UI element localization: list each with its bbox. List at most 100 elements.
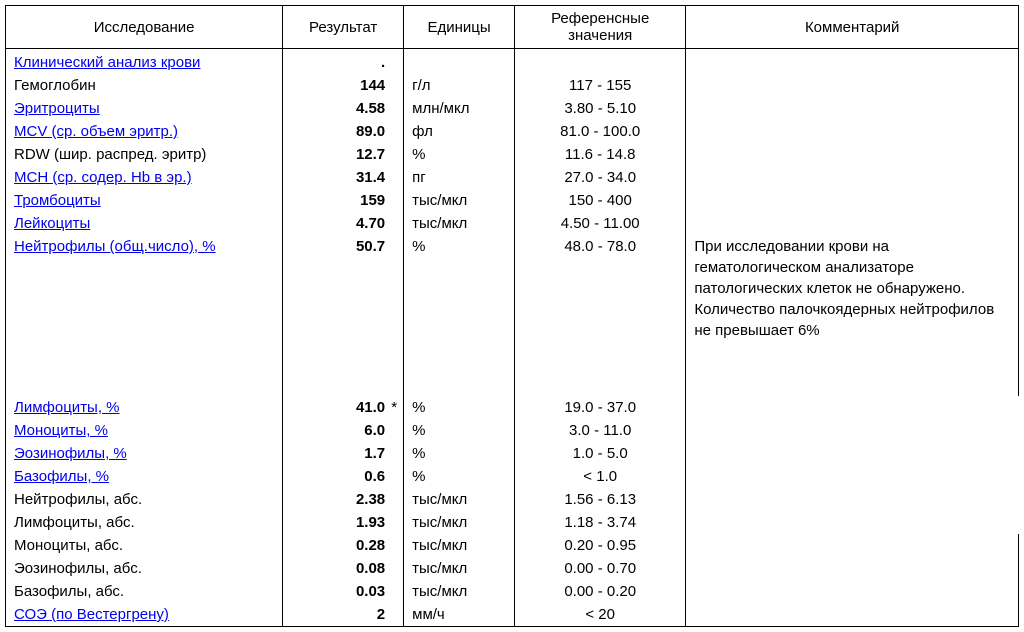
table-row: Эритроциты4.58млн/мкл3.80 - 5.10	[6, 97, 1019, 120]
result-cell: 159	[283, 189, 404, 212]
result-cell: 1.7	[283, 442, 404, 465]
test-name-cell: RDW (шир. распред. эритр)	[6, 143, 283, 166]
test-name-cell[interactable]: MCH (ср. содер. Hb в эр.)	[6, 166, 283, 189]
result-cell: 41.0	[283, 396, 404, 419]
result-cell: 31.4	[283, 166, 404, 189]
test-name-link[interactable]: Лимфоциты, %	[14, 399, 120, 416]
comment-cell	[686, 189, 1019, 212]
table-row: Эозинофилы, абс.0.08тыс/мкл0.00 - 0.70	[6, 557, 1019, 580]
spacer-cell	[404, 258, 515, 281]
test-name-link[interactable]: Эозинофилы, %	[14, 445, 127, 462]
test-name-cell[interactable]: СОЭ (по Вестергрену)	[6, 603, 283, 627]
test-name-link[interactable]: MCH (ср. содер. Hb в эр.)	[14, 169, 192, 186]
result-cell: 0.28	[283, 534, 404, 557]
comment-cell	[686, 580, 1019, 603]
result-cell: 0.03	[283, 580, 404, 603]
comment-cell	[686, 166, 1019, 189]
spacer-cell	[404, 350, 515, 373]
test-name-cell[interactable]: Эозинофилы, %	[6, 442, 283, 465]
spacer-cell	[6, 304, 283, 327]
test-name-cell[interactable]: Лимфоциты, %	[6, 396, 283, 419]
test-name-link[interactable]: MCV (ср. объем эритр.)	[14, 123, 178, 140]
spacer-cell	[515, 304, 686, 327]
test-name-cell[interactable]: Базофилы, %	[6, 465, 283, 488]
comment-cell	[686, 74, 1019, 97]
table-row: Нейтрофилы (общ.число), %50.7%48.0 - 78.…	[6, 235, 1019, 258]
result-cell: 2	[283, 603, 404, 627]
table-row: Лейкоциты4.70тыс/мкл4.50 - 11.00	[6, 212, 1019, 235]
reference-cell: 81.0 - 100.0	[515, 120, 686, 143]
spacer-cell	[6, 258, 283, 281]
result-cell: .	[283, 49, 404, 75]
test-name-link[interactable]: СОЭ (по Вестергрену)	[14, 606, 169, 623]
test-name-cell[interactable]: Нейтрофилы (общ.число), %	[6, 235, 283, 258]
table-row: MCH (ср. содер. Hb в эр.)31.4пг27.0 - 34…	[6, 166, 1019, 189]
test-name-cell: Моноциты, абс.	[6, 534, 283, 557]
test-name-cell[interactable]: Тромбоциты	[6, 189, 283, 212]
units-cell: тыс/мкл	[404, 511, 515, 534]
units-cell: тыс/мкл	[404, 557, 515, 580]
section-header-link[interactable]: Клинический анализ крови	[14, 54, 200, 71]
spacer-cell	[6, 350, 283, 373]
empty-cell	[686, 49, 1019, 75]
comment-cell	[686, 212, 1019, 235]
reference-cell: 1.18 - 3.74	[515, 511, 686, 534]
test-name-cell[interactable]: Лейкоциты	[6, 212, 283, 235]
section-header-cell[interactable]: Клинический анализ крови	[6, 49, 283, 75]
test-name-link[interactable]: Нейтрофилы (общ.число), %	[14, 238, 216, 255]
test-name-cell[interactable]: Эритроциты	[6, 97, 283, 120]
table-row: Базофилы, абс.0.03тыс/мкл0.00 - 0.20	[6, 580, 1019, 603]
units-cell: тыс/мкл	[404, 488, 515, 511]
result-cell: 6.0	[283, 419, 404, 442]
units-cell: г/л	[404, 74, 515, 97]
reference-cell: 0.00 - 0.70	[515, 557, 686, 580]
table-header-row: Исследование Результат Единицы Референсн…	[6, 6, 1019, 49]
comment-cell: При исследовании крови на гематологическ…	[686, 235, 1019, 396]
spacer-cell	[283, 373, 404, 396]
units-cell: тыс/мкл	[404, 534, 515, 557]
test-name-link[interactable]: Тромбоциты	[14, 192, 101, 209]
units-cell: пг	[404, 166, 515, 189]
result-cell: 89.0	[283, 120, 404, 143]
table-row: Моноциты, абс.0.28тыс/мкл0.20 - 0.95	[6, 534, 1019, 557]
test-name-cell: Гемоглобин	[6, 74, 283, 97]
table-row: RDW (шир. распред. эритр)12.7%11.6 - 14.…	[6, 143, 1019, 166]
test-name-cell[interactable]: Моноциты, %	[6, 419, 283, 442]
comment-cell	[686, 97, 1019, 120]
test-name-link[interactable]: Эритроциты	[14, 100, 100, 117]
result-cell: 50.7	[283, 235, 404, 258]
reference-cell: 0.00 - 0.20	[515, 580, 686, 603]
reference-cell: 1.56 - 6.13	[515, 488, 686, 511]
reference-cell: 4.50 - 11.00	[515, 212, 686, 235]
result-cell: 4.58	[283, 97, 404, 120]
reference-cell: 117 - 155	[515, 74, 686, 97]
reference-cell: 48.0 - 78.0	[515, 235, 686, 258]
test-name-link[interactable]: Лейкоциты	[14, 215, 90, 232]
test-name-link[interactable]: Моноциты, %	[14, 422, 108, 439]
comment-cell	[686, 143, 1019, 166]
comment-cell	[686, 534, 1019, 557]
spacer-cell	[515, 258, 686, 281]
units-cell: тыс/мкл	[404, 189, 515, 212]
spacer-cell	[283, 350, 404, 373]
spacer-cell	[6, 281, 283, 304]
reference-cell: 1.0 - 5.0	[515, 442, 686, 465]
result-cell: 2.38	[283, 488, 404, 511]
table-row: Базофилы, %0.6%< 1.0	[6, 465, 1019, 488]
table-row: Эозинофилы, %1.7%1.0 - 5.0	[6, 442, 1019, 465]
test-name-cell[interactable]: MCV (ср. объем эритр.)	[6, 120, 283, 143]
test-name-link[interactable]: Базофилы, %	[14, 468, 109, 485]
table-row: Тромбоциты159тыс/мкл150 - 400	[6, 189, 1019, 212]
result-cell: 0.6	[283, 465, 404, 488]
reference-cell: < 20	[515, 603, 686, 627]
spacer-cell	[404, 373, 515, 396]
spacer-cell	[515, 350, 686, 373]
units-cell: тыс/мкл	[404, 212, 515, 235]
units-cell: %	[404, 465, 515, 488]
table-row: Лимфоциты, абс.1.93тыс/мкл1.18 - 3.74	[6, 511, 1019, 534]
units-cell: %	[404, 143, 515, 166]
test-name-cell: Лимфоциты, абс.	[6, 511, 283, 534]
spacer-cell	[515, 373, 686, 396]
units-cell: тыс/мкл	[404, 580, 515, 603]
units-cell: фл	[404, 120, 515, 143]
